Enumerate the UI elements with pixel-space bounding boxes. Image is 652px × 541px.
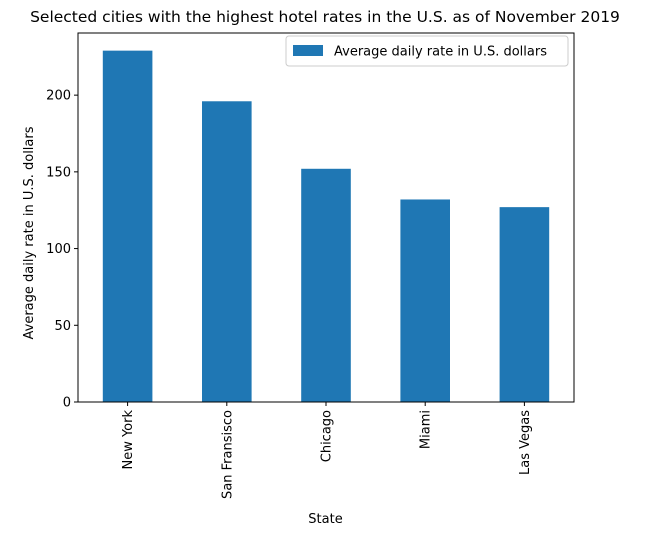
x-tick-label: Chicago (320, 410, 335, 462)
x-axis-label: State (308, 512, 342, 527)
bar-miami (400, 199, 450, 402)
chart-title: Selected cities with the highest hotel r… (30, 8, 620, 26)
x-tick-label: Miami (419, 410, 434, 449)
y-tick-label: 150 (46, 165, 71, 180)
plot-area: 0 50 100 150 200 New York San Fransisco Chicago… (46, 32, 575, 499)
y-tick-label: 50 (54, 319, 71, 334)
bar-chicago (301, 168, 351, 402)
legend-label: Average daily rate in U.S. dollars (334, 45, 547, 60)
y-axis-label: Average daily rate in U.S. dollars (22, 126, 37, 339)
bar-las-vegas (499, 207, 550, 402)
y-tick-label: 200 (46, 89, 71, 104)
legend: Average daily rate in U.S. dollars (285, 35, 569, 67)
x-tick-label: New York (121, 410, 136, 470)
bar-new-york (102, 50, 153, 402)
bar-san-fransisco (202, 101, 252, 403)
legend-frame (285, 35, 569, 67)
x-tick-label: Las Vegas (518, 410, 533, 475)
legend-swatch (293, 45, 323, 56)
y-tick-label: 100 (46, 242, 71, 257)
x-tick-label: San Fransisco (220, 410, 235, 499)
y-tick-label: 0 (63, 396, 71, 411)
